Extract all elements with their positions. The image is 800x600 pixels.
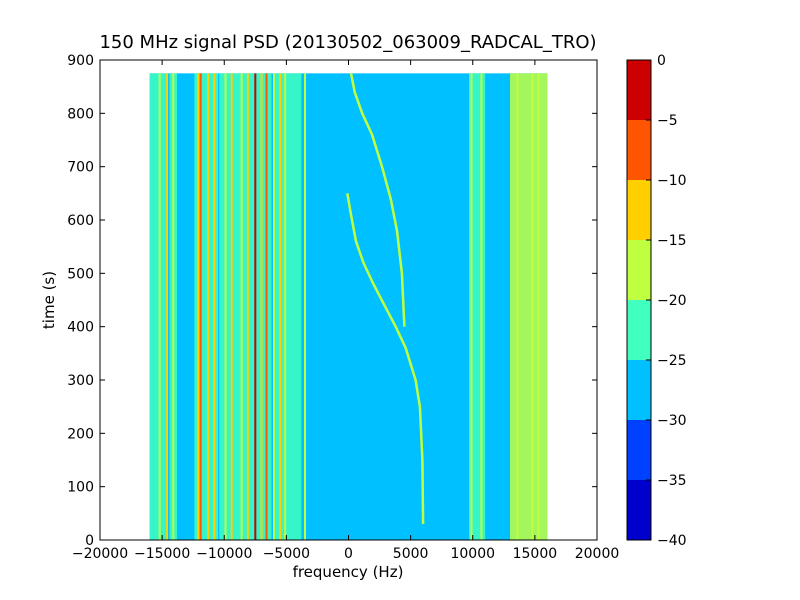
- y-tick-label: 300: [67, 373, 94, 389]
- x-axis-label: frequency (Hz): [293, 563, 404, 581]
- x-axis-ticks: −20000 −15000 −10000 −5000 0 5000 10000 15000 20…: [72, 60, 619, 562]
- x-tick-label: 10000: [450, 546, 495, 562]
- colorbar-tick-label: −15: [657, 233, 687, 249]
- colorbar-tick-label: −35: [657, 473, 687, 489]
- heatmap-band: [510, 73, 548, 540]
- x-tick-label: −5000: [263, 546, 310, 562]
- colorbar-tick-label: −25: [657, 353, 687, 369]
- y-tick-label: 500: [67, 266, 94, 282]
- x-tick-label: 20000: [575, 546, 620, 562]
- y-tick-label: 100: [67, 480, 94, 496]
- y-tick-label: 800: [67, 106, 94, 122]
- colorbar-tick-label: −5: [657, 113, 678, 129]
- chart-title: 150 MHz signal PSD (20130502_063009_RADC…: [99, 32, 596, 53]
- colorbar-segment: [627, 300, 651, 360]
- sweep-trace: [349, 73, 406, 327]
- colorbar-tick-label: 0: [657, 53, 666, 69]
- heatmap-band: [273, 73, 302, 540]
- sweep-trace: [346, 193, 425, 525]
- spectrogram-heatmap: [149, 73, 548, 540]
- colorbar-segment: [627, 60, 651, 120]
- y-tick-label: 400: [67, 320, 94, 336]
- y-axis-label: time (s): [40, 271, 58, 329]
- x-tick-label: 15000: [513, 546, 558, 562]
- y-tick-label: 900: [67, 53, 94, 69]
- colorbar-tick-label: −20: [657, 293, 687, 309]
- colorbar-segment: [627, 180, 651, 240]
- colorbar-tick-label: −40: [657, 533, 687, 549]
- x-tick-label: 0: [344, 546, 353, 562]
- x-tick-label: −15000: [134, 546, 190, 562]
- colorbar-tick-label: −10: [657, 173, 687, 189]
- heatmap-band: [149, 73, 168, 540]
- y-axis-ticks: 0 100 200 300 400 500 600 700 800 900: [67, 53, 597, 549]
- y-tick-label: 700: [67, 160, 94, 176]
- x-tick-label: −10000: [196, 546, 252, 562]
- y-tick-label: 200: [67, 426, 94, 442]
- heatmap-band: [219, 73, 272, 540]
- x-tick-label: 5000: [393, 546, 429, 562]
- colorbar-segment: [627, 480, 651, 540]
- colorbar-segment: [627, 240, 651, 300]
- colorbar-segment: [627, 120, 651, 180]
- colorbar-tick-label: −30: [657, 413, 687, 429]
- colorbar-segment: [627, 420, 651, 480]
- colorbar-segment: [627, 360, 651, 420]
- y-tick-label: 600: [67, 213, 94, 229]
- y-tick-label: 0: [85, 533, 94, 549]
- x-tick-label: −20000: [72, 546, 128, 562]
- colorbar: 0 −5 −10 −15 −20 −25 −30 −35 −40: [626, 53, 687, 549]
